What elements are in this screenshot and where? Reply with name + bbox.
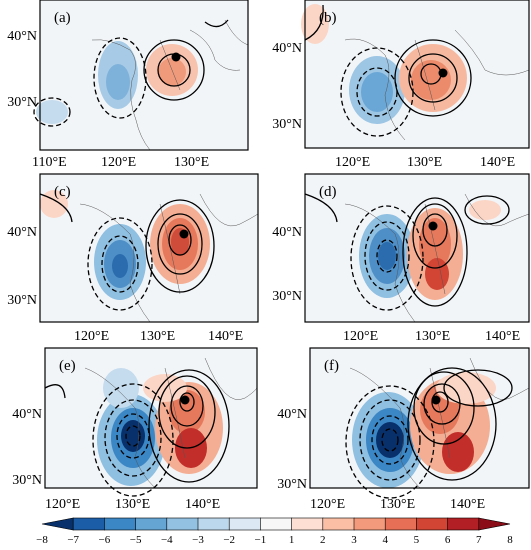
colorbar-blocks — [41, 517, 511, 531]
svg-text:140°E: 140°E — [480, 155, 515, 170]
svg-text:140°E: 140°E — [485, 329, 520, 344]
colorbar-tick-label: −1 — [255, 534, 267, 546]
svg-text:30°N: 30°N — [272, 289, 302, 304]
svg-text:40°N: 40°N — [7, 225, 37, 240]
panel-e: (e) 40°N 30°N 120°E 130°E 140°E — [12, 347, 258, 512]
colorbar-tick-label: −6 — [99, 534, 111, 546]
colorbar-block — [72, 517, 105, 531]
colorbar-tick-label: −5 — [130, 534, 142, 546]
svg-text:40°N: 40°N — [12, 407, 42, 422]
dashed-contour — [93, 37, 147, 119]
solid-contour — [143, 39, 205, 101]
solid-contour — [407, 367, 497, 481]
colorbar-block — [228, 517, 261, 531]
center-marker — [179, 229, 189, 239]
panel-label: (c) — [54, 184, 71, 200]
panel-b: (b) 40°N 30°N 120°E 130°E 140°E — [272, 0, 530, 170]
center-marker — [438, 68, 448, 78]
svg-text:40°N: 40°N — [272, 225, 302, 240]
solid-contour — [402, 197, 468, 307]
panel-label: (a) — [54, 10, 71, 26]
center-marker — [428, 221, 438, 231]
svg-text:30°N: 30°N — [12, 473, 42, 488]
colorbar-tick-label: 6 — [445, 534, 451, 546]
dashed-contour — [87, 217, 153, 311]
svg-text:140°E: 140°E — [208, 329, 243, 344]
svg-text:140°E: 140°E — [185, 497, 220, 512]
center-marker — [171, 52, 181, 62]
svg-text:110°E: 110°E — [32, 155, 67, 170]
solid-contour — [145, 199, 215, 293]
panel-label: (f) — [324, 358, 339, 374]
panel-d: (d) 40°N 30°N 120°E 130°E 140°E — [272, 173, 530, 344]
panel-d-map: (d) 40°N 30°N 120°E 130°E 140°E — [272, 173, 530, 344]
panel-e-map: (e) 40°N 30°N 120°E 130°E 140°E — [12, 347, 258, 512]
colorbar-block — [416, 517, 449, 531]
svg-text:120°E: 120°E — [335, 155, 370, 170]
panel-c: (c) 40°N 30°N 120°E 130°E 140°E — [7, 173, 259, 344]
colorbar-tick-label: −4 — [161, 534, 173, 546]
colorbar-block — [197, 517, 230, 531]
colorbar-block — [41, 517, 74, 531]
solid-contour — [394, 39, 472, 117]
svg-text:120°E: 120°E — [310, 497, 345, 512]
center-marker — [180, 395, 190, 405]
panel-f: (f) 40°N 30°N 120°E 130°E 140°E — [277, 347, 530, 512]
svg-text:30°N: 30°N — [7, 95, 37, 110]
colorbar-block — [135, 517, 168, 531]
colorbar-ticks: −8 −7 −6 −5 −4 −3 −2 −1 1 2 3 4 5 6 7 8 — [36, 534, 513, 546]
panel-c-map: (c) 40°N 30°N 120°E 130°E 140°E — [7, 173, 259, 344]
svg-text:130°E: 130°E — [174, 155, 209, 170]
center-marker — [431, 395, 441, 405]
svg-text:120°E: 120°E — [74, 329, 109, 344]
colorbar-tick-label: 3 — [351, 534, 357, 546]
svg-text:140°E: 140°E — [450, 497, 485, 512]
colorbar-tick-label: 2 — [320, 534, 326, 546]
colorbar-tick-label: 1 — [289, 534, 295, 546]
svg-text:130°E: 130°E — [380, 497, 415, 512]
svg-text:30°N: 30°N — [277, 477, 307, 492]
colorbar-tick-label: 5 — [414, 534, 420, 546]
panel-label: (e) — [59, 358, 76, 374]
panel-f-map: (f) 40°N 30°N 120°E 130°E 140°E — [277, 347, 530, 512]
colorbar-block — [260, 517, 293, 531]
svg-text:30°N: 30°N — [272, 117, 302, 132]
panel-b-map: (b) 40°N 30°N 120°E 130°E 140°E — [272, 0, 530, 170]
colorbar-block — [291, 517, 324, 531]
svg-text:40°N: 40°N — [272, 41, 302, 56]
panel-a: (a) 40°N 30°N 110°E 120°E 130°E — [7, 0, 249, 170]
panel-label: (b) — [319, 10, 337, 26]
colorbar-block — [104, 517, 137, 531]
colorbar-tick-label: 7 — [476, 534, 482, 546]
svg-text:130°E: 130°E — [140, 329, 175, 344]
colorbar-block — [166, 517, 199, 531]
svg-text:130°E: 130°E — [407, 155, 442, 170]
colorbar-block — [322, 517, 355, 531]
colorbar-block — [447, 517, 480, 531]
svg-text:130°E: 130°E — [115, 497, 150, 512]
colorbar-tick-label: −8 — [36, 534, 48, 546]
panel-label: (d) — [319, 184, 337, 200]
colorbar-tick-label: −7 — [67, 534, 79, 546]
colorbar-tick-label: 8 — [507, 534, 513, 546]
panel-a-map: (a) 40°N 30°N 110°E 120°E 130°E — [7, 0, 249, 170]
svg-text:120°E: 120°E — [101, 155, 136, 170]
colorbar-tick-label: −2 — [223, 534, 235, 546]
colorbar-block — [353, 517, 386, 531]
svg-text:120°E: 120°E — [343, 329, 378, 344]
solid-contour — [148, 369, 230, 483]
svg-text:120°E: 120°E — [45, 497, 80, 512]
colorbar-tick-label: 4 — [382, 534, 388, 546]
svg-text:40°N: 40°N — [277, 407, 307, 422]
colorbar-block — [478, 517, 511, 531]
svg-text:130°E: 130°E — [415, 329, 450, 344]
svg-text:30°N: 30°N — [7, 293, 37, 308]
colorbar-tick-label: −3 — [192, 534, 204, 546]
dashed-contour — [92, 383, 174, 497]
svg-text:40°N: 40°N — [7, 29, 37, 44]
colorbar-block — [384, 517, 418, 531]
dashed-contour — [350, 205, 424, 311]
